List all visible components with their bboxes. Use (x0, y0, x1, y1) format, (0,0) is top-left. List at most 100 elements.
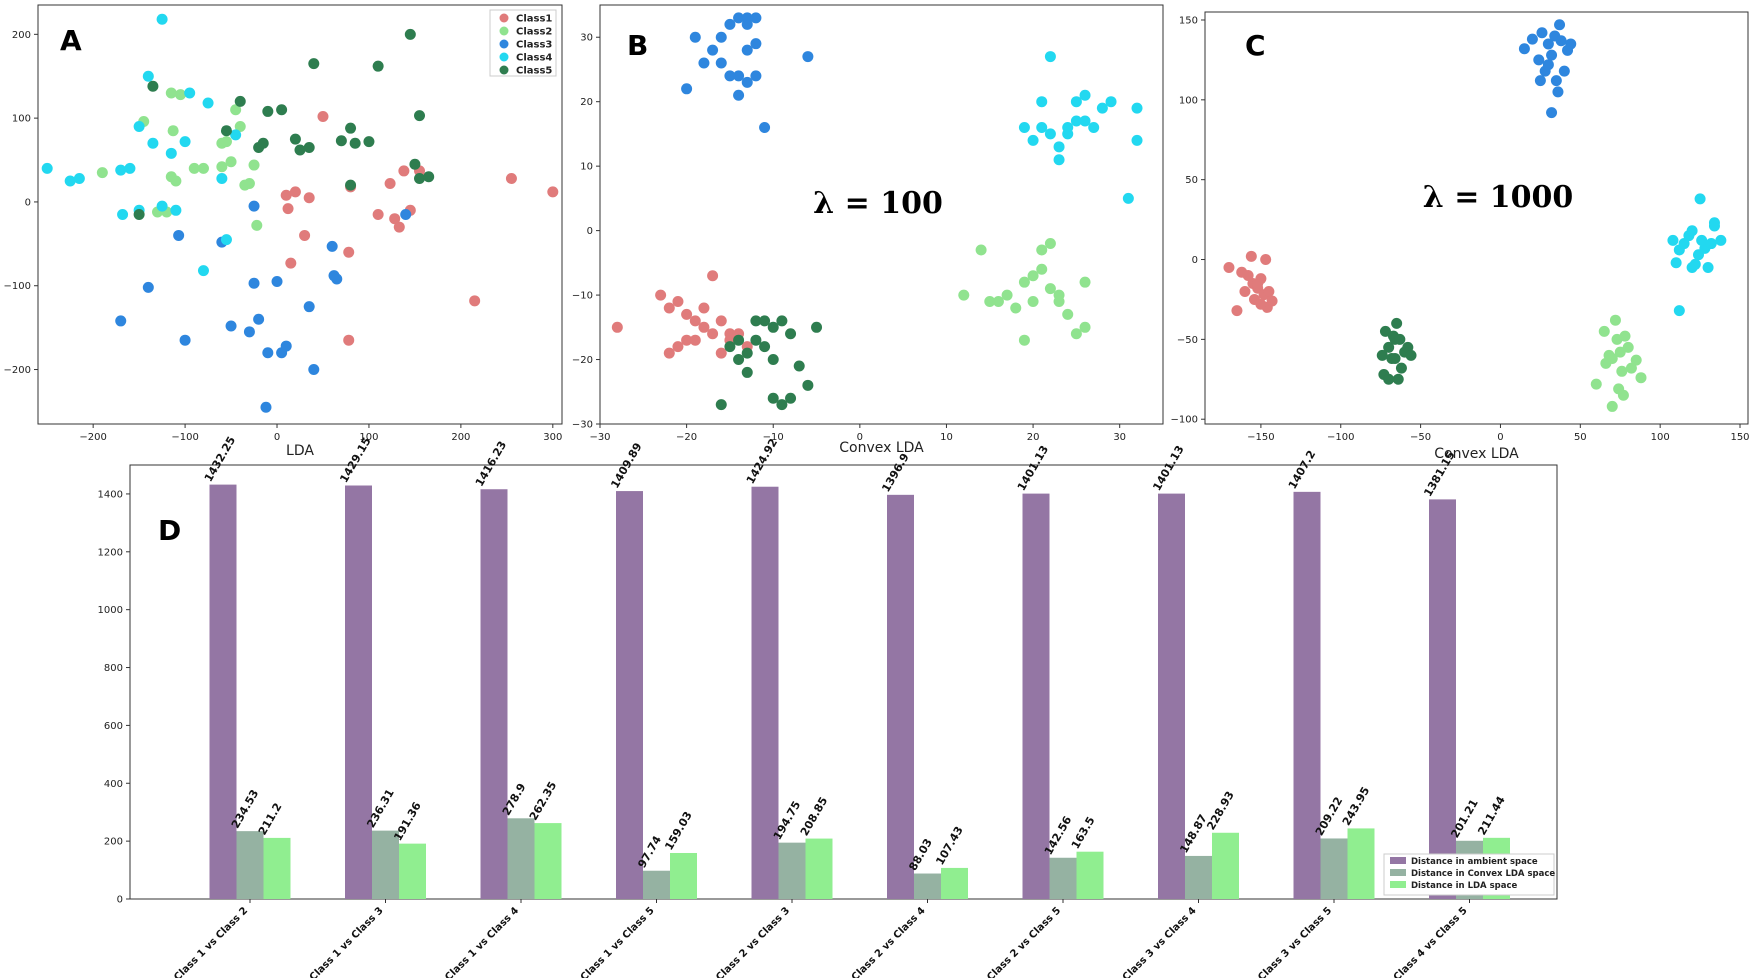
point-class3 (179, 334, 191, 346)
point-class4 (142, 70, 154, 82)
bar-lda (1076, 851, 1104, 899)
x-category-label: Class 1 vs Class 4 (443, 905, 521, 978)
y-tick-label: −10 (572, 291, 593, 302)
point-class2 (1018, 334, 1030, 346)
x-tick-label: 100 (1651, 432, 1670, 443)
point-class5 (404, 28, 416, 40)
point-class3 (331, 273, 343, 285)
point-class3 (308, 364, 320, 376)
bar-convex-lda (1049, 857, 1077, 899)
bar-lda (399, 843, 426, 899)
point-class4 (1131, 102, 1143, 114)
y-tick-label: 100 (12, 114, 31, 125)
point-class3 (303, 301, 315, 313)
legend: Class1 Class2 Class3 Class4 Class5 (489, 9, 557, 77)
point-class4 (184, 87, 196, 99)
legend-label: Class4 (516, 53, 552, 64)
x-tick-label: 20 (1027, 432, 1040, 443)
point-class2 (1590, 378, 1602, 390)
point-class5 (759, 341, 771, 353)
x-category-label: Class 2 vs Class 4 (850, 905, 928, 978)
x-axis-label: LDA (286, 443, 314, 459)
point-class3 (733, 89, 745, 101)
point-class5 (776, 315, 788, 327)
point-class4 (216, 172, 228, 184)
point-class4 (1044, 51, 1056, 63)
bar-lda (805, 838, 833, 899)
point-class1 (1223, 262, 1235, 274)
y-tick-label: −30 (572, 420, 593, 431)
y-tick-label: 30 (580, 33, 593, 44)
point-class4 (41, 162, 53, 174)
point-class3 (689, 31, 701, 43)
point-class2 (1613, 383, 1625, 395)
point-class4 (1036, 96, 1048, 108)
bar-convex-lda (1320, 838, 1348, 899)
point-class4 (124, 162, 136, 174)
point-class4 (1696, 234, 1708, 246)
y-tick-label: 400 (104, 779, 123, 790)
bar-ambient (1022, 493, 1050, 899)
point-class5 (733, 334, 745, 346)
point-class3 (1526, 33, 1538, 45)
point-class5 (303, 141, 315, 153)
point-class4 (156, 13, 168, 25)
point-class2 (1018, 276, 1030, 288)
point-class5 (345, 122, 357, 134)
point-class5 (1376, 349, 1388, 361)
point-class1 (672, 296, 684, 308)
point-class4 (220, 234, 232, 246)
point-class1 (280, 189, 292, 201)
point-class2 (1027, 270, 1039, 282)
point-class5 (294, 144, 306, 156)
point-class4 (73, 172, 85, 184)
point-class3 (750, 70, 762, 82)
point-class1 (724, 328, 736, 340)
point-class3 (724, 18, 736, 30)
point-class4 (156, 200, 168, 212)
x-tick-label: 0 (274, 432, 280, 443)
point-class4 (1036, 121, 1048, 133)
point-class5 (759, 315, 771, 327)
point-class5 (133, 209, 145, 220)
point-class3 (715, 57, 727, 69)
legend-label: Distance in LDA space (1411, 881, 1517, 891)
point-class5 (1392, 373, 1404, 385)
point-class2 (1062, 308, 1074, 320)
point-class1 (1239, 285, 1251, 297)
bar-lda (1212, 832, 1239, 899)
point-class4 (147, 137, 159, 149)
point-class1 (715, 347, 727, 359)
point-class4 (133, 121, 145, 133)
point-class4 (1053, 154, 1065, 166)
bar-convex-lda (778, 842, 806, 899)
y-tick-label: −20 (572, 355, 593, 366)
point-class1 (547, 186, 559, 198)
bar-ambient (1429, 499, 1456, 899)
legend-label: Distance in ambient space (1411, 857, 1538, 867)
point-class3 (248, 200, 260, 212)
point-class4 (1088, 121, 1100, 133)
x-tick-label: 0 (857, 432, 863, 443)
point-class5 (234, 95, 246, 107)
point-class5 (785, 328, 797, 340)
x-tick-label: 200 (451, 432, 470, 443)
point-class2 (984, 296, 996, 308)
point-class3 (733, 70, 745, 82)
x-tick-label: −20 (676, 432, 697, 443)
point-class4 (1708, 217, 1720, 229)
legend-swatch (1390, 857, 1406, 864)
point-class3 (280, 340, 292, 352)
point-class3 (243, 326, 255, 338)
point-class4 (1053, 141, 1065, 153)
point-class1 (681, 334, 693, 346)
bar-ambient (345, 485, 372, 899)
point-class1 (689, 334, 701, 346)
y-tick-label: 50 (1185, 175, 1198, 186)
point-class4 (1678, 238, 1690, 250)
point-class5 (1379, 325, 1391, 337)
point-class3 (741, 76, 753, 88)
legend-box (1383, 853, 1555, 896)
point-class4 (1044, 128, 1056, 140)
point-class2 (188, 162, 200, 174)
